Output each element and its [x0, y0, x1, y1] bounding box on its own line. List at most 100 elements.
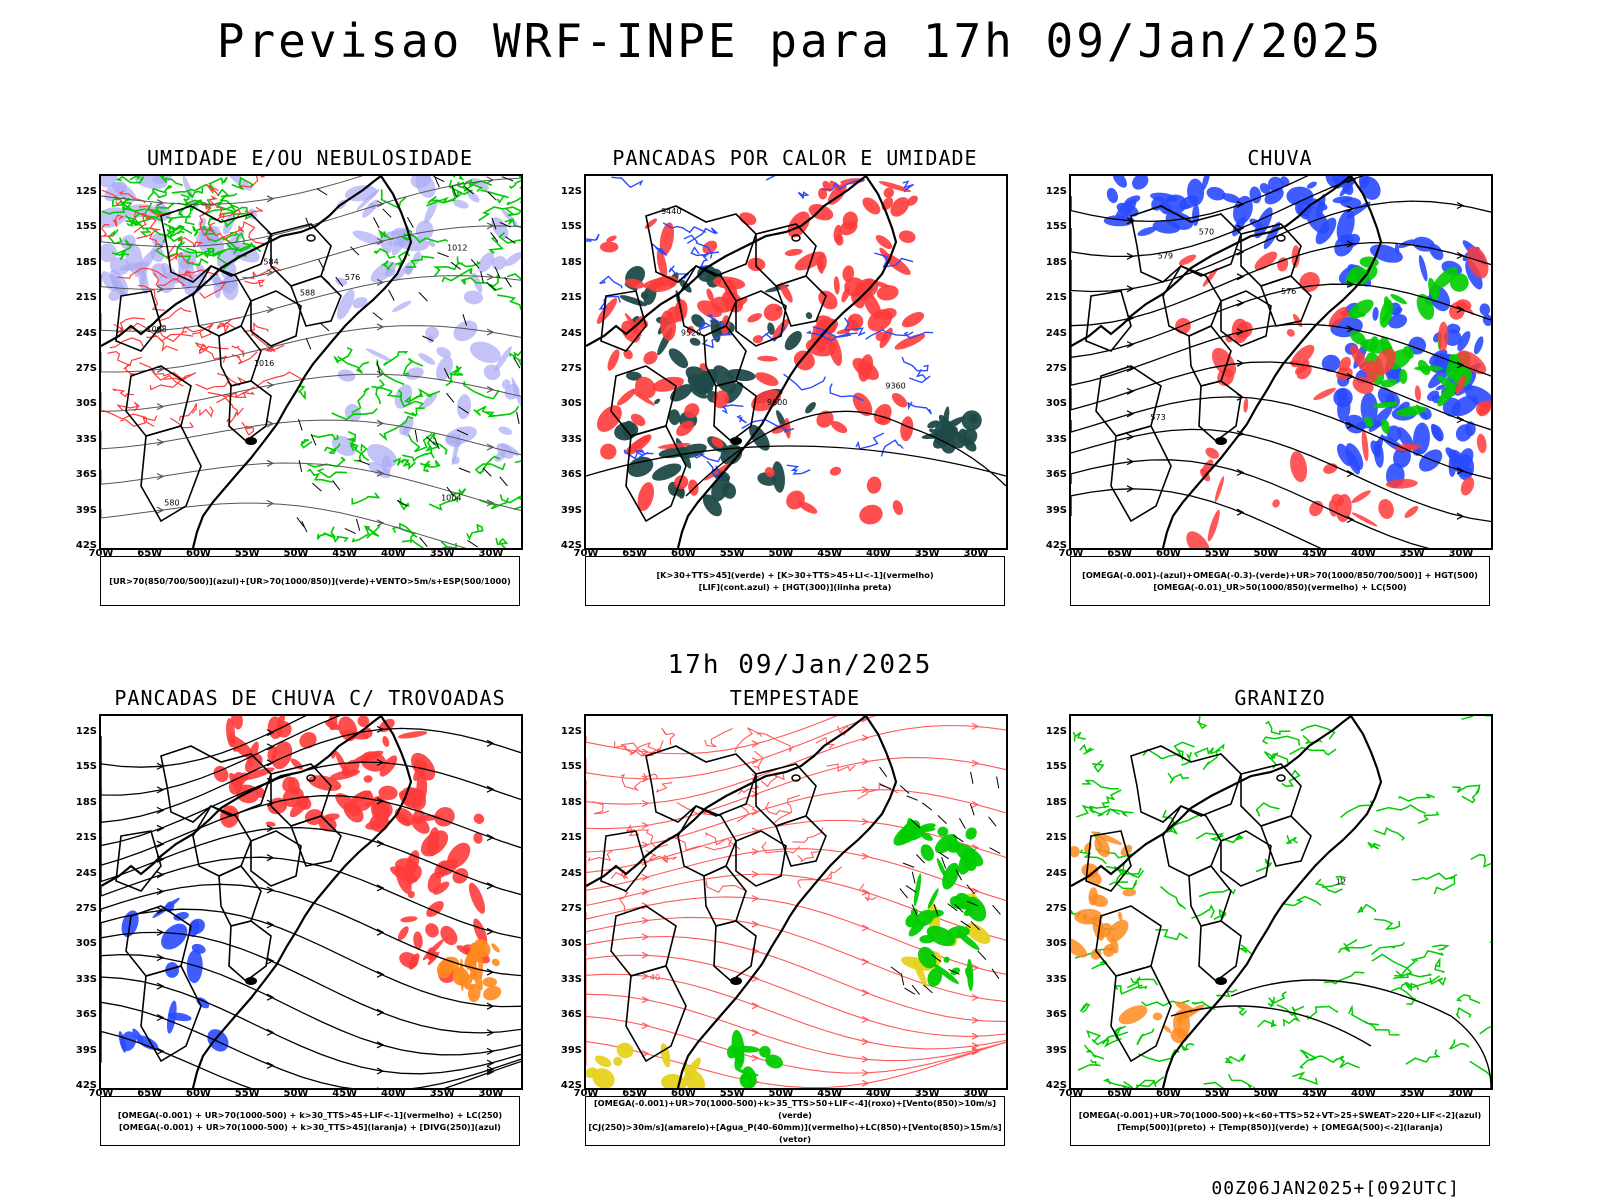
panel-trovoadas: PANCADAS DE CHUVA C/ TROVOADAS [OMEGA(-0…: [76, 686, 525, 1166]
lat-tick-label: 18S: [560, 256, 582, 268]
lat-tick-label: 36S: [75, 1009, 97, 1021]
lat-tick-label: 24S: [560, 327, 582, 339]
lon-tick-label: 60W: [671, 1088, 696, 1099]
lat-tick-label: 18S: [560, 796, 582, 808]
lon-tick-label: 45W: [817, 1088, 843, 1099]
lon-tick-label: 65W: [622, 548, 648, 559]
lat-tick-label: 12S: [560, 726, 582, 737]
lon-tick-label: 50W: [768, 548, 794, 559]
lon-tick-label: 55W: [234, 548, 260, 559]
lat-tick-label: 18S: [75, 796, 97, 808]
legend-line: [Temp(500)](preto) + [Temp(850)](verde) …: [1117, 1122, 1443, 1132]
lat-tick-label: 39S: [1045, 504, 1067, 516]
map-canvas: 9600 9520 9440 9360: [586, 176, 1006, 548]
contour-label: 9520: [681, 329, 701, 338]
lon-tick-label: 60W: [1156, 1088, 1181, 1099]
legend-line: [OMEGA(-0.001)+UR>70(1000-500)+k>35_TTS>…: [593, 1098, 997, 1120]
lat-tick-label: 12S: [75, 726, 97, 737]
lat-tick-label: 39S: [75, 1044, 97, 1056]
lat-tick-label: 27S: [1045, 363, 1067, 374]
lat-tick-label: 33S: [560, 433, 582, 445]
panel-title: CHUVA: [1247, 146, 1313, 170]
lat-tick-label: 36S: [1045, 1009, 1067, 1021]
lon-tick-label: 30W: [1448, 548, 1474, 559]
lat-tick-label: 24S: [560, 867, 582, 879]
map-tempestade[interactable]: 40: [584, 714, 1008, 1090]
lat-tick-label: 24S: [75, 327, 97, 339]
lat-tick-label: 36S: [1045, 469, 1067, 481]
legend-line: [OMEGA(-0.001)-(azul)+OMEGA(-0.3)-(verde…: [1082, 570, 1478, 580]
map-umidade[interactable]: 1004 1008 1012 1016 576 580 584 588: [99, 174, 523, 550]
lat-tick-label: 21S: [75, 292, 97, 304]
lat-tick-label: 33S: [75, 973, 97, 985]
panel-title: UMIDADE E/OU NEBULOSIDADE: [146, 146, 474, 170]
map-canvas: 40: [586, 716, 1006, 1088]
lat-tick-label: 21S: [560, 832, 582, 844]
contour-label: 580: [164, 498, 179, 507]
lon-tick-label: 40W: [1351, 548, 1376, 559]
panel-granizo: GRANIZO 12 [OMEGA(-0.001)+UR>70(1000-500…: [1046, 686, 1495, 1166]
lon-tick-label: 70W: [573, 1088, 599, 1099]
lat-tick-label: 33S: [560, 973, 582, 985]
run-timestamp: 00Z06JAN2025+[092UTC]: [1211, 1178, 1460, 1199]
lat-tick-label: 27S: [560, 363, 582, 374]
map-trovoadas[interactable]: [99, 714, 523, 1090]
lon-tick-label: 30W: [963, 548, 989, 559]
map-canvas: 573 576 579 570: [1071, 176, 1491, 548]
lon-tick-label: 60W: [186, 1088, 211, 1099]
contour-label: 9440: [661, 207, 681, 216]
lat-tick-label: 42S: [1045, 540, 1067, 551]
lat-tick-label: 36S: [560, 469, 582, 481]
legend-tempestade: [OMEGA(-0.001)+UR>70(1000-500)+k>35_TTS>…: [585, 1096, 1005, 1146]
lat-tick-label: 39S: [560, 504, 582, 516]
map-pancadas-calor[interactable]: 9600 9520 9440 9360: [584, 174, 1008, 550]
lon-tick-label: 50W: [1253, 1088, 1279, 1099]
legend-line: [CJ(250)>30m/s](amarelo)+[Agua_P(40-60mm…: [588, 1122, 1002, 1144]
lat-tick-label: 27S: [75, 903, 97, 914]
legend-trovoadas: [OMEGA(-0.001) + UR>70(1000-500) + k>30_…: [100, 1096, 520, 1146]
lat-tick-label: 15S: [560, 221, 582, 233]
lat-tick-label: 36S: [75, 469, 97, 481]
legend-umidade: [UR>70(850/700/500)](azul)+[UR>70(1000/8…: [100, 556, 520, 606]
lat-tick-label: 18S: [1045, 256, 1067, 268]
panel-title: TEMPESTADE: [729, 686, 861, 710]
lon-tick-label: 60W: [1156, 548, 1181, 559]
lon-tick-label: 60W: [671, 548, 696, 559]
map-chuva[interactable]: 573 576 579 570: [1069, 174, 1493, 550]
lon-tick-label: 70W: [88, 548, 114, 559]
lon-tick-label: 40W: [381, 1088, 406, 1099]
lon-tick-label: 35W: [1399, 548, 1425, 559]
contour-label: 579: [1158, 252, 1173, 261]
lon-tick-label: 45W: [817, 548, 843, 559]
lon-tick-label: 55W: [719, 1088, 745, 1099]
map-granizo[interactable]: 12: [1069, 714, 1493, 1090]
lat-tick-label: 33S: [1045, 973, 1067, 985]
lon-tick-label: 30W: [1448, 1088, 1474, 1099]
contour-label: 1004: [441, 493, 461, 502]
lon-tick-label: 45W: [1302, 1088, 1328, 1099]
lat-tick-label: 42S: [1045, 1080, 1067, 1091]
lat-tick-label: 24S: [1045, 867, 1067, 879]
lat-tick-label: 15S: [75, 221, 97, 233]
lat-tick-label: 18S: [75, 256, 97, 268]
lon-tick-label: 30W: [963, 1088, 989, 1099]
lon-tick-label: 35W: [1399, 1088, 1425, 1099]
lon-tick-label: 40W: [381, 548, 406, 559]
panel-title: GRANIZO: [1234, 686, 1326, 710]
contour-label: 9600: [767, 398, 787, 407]
contour-label: 576: [345, 273, 360, 282]
map-canvas: 12: [1071, 716, 1491, 1088]
lon-tick-label: 35W: [429, 1088, 455, 1099]
lat-tick-label: 42S: [560, 540, 582, 551]
legend-line: [OMEGA(-0.01)_UR>50(1000/850)(vermelho) …: [1153, 582, 1407, 592]
lon-tick-label: 70W: [573, 548, 599, 559]
lon-tick-label: 60W: [186, 548, 211, 559]
lon-tick-label: 65W: [137, 1088, 163, 1099]
lat-tick-label: 30S: [560, 938, 582, 950]
lat-tick-label: 42S: [75, 540, 97, 551]
lat-tick-label: 12S: [1045, 726, 1067, 737]
lon-tick-label: 65W: [1107, 548, 1133, 559]
legend-line: [LIF](cont.azul) + [HGT(300)](linha pret…: [698, 582, 892, 592]
lat-tick-label: 33S: [1045, 433, 1067, 445]
lat-tick-label: 12S: [560, 186, 582, 197]
